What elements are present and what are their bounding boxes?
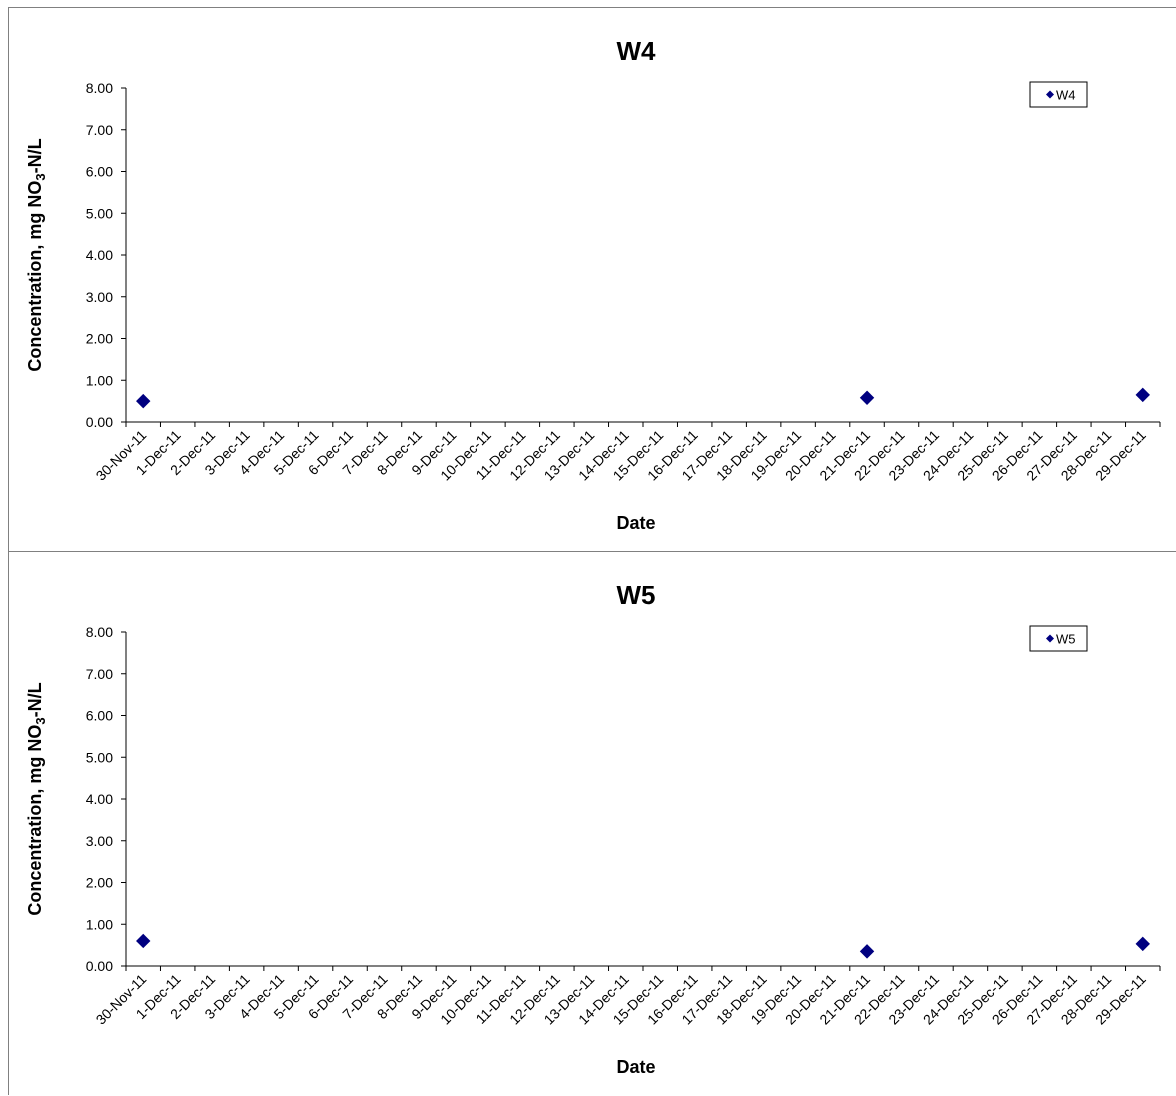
- legend-marker-diamond-icon: [1046, 634, 1054, 643]
- chart-panel-w4: W4 0.00 1.00 2.00 3.00 4.00 5.00 6.00 7.00 8.00 30…: [8, 7, 1176, 552]
- y-tick-label: 1.00: [86, 916, 113, 932]
- legend-box: [1029, 81, 1088, 108]
- y-tick-label: 4.00: [86, 247, 113, 263]
- chart-w4: W40.001.002.003.004.005.006.007.008.0030…: [25, 36, 1161, 533]
- y-axis-title-part: -N/L: [25, 682, 45, 717]
- chart-w5: W50.001.002.003.004.005.006.007.008.0030…: [25, 580, 1161, 1077]
- y-tick-label: 6.00: [86, 164, 113, 180]
- data-point: [859, 390, 875, 405]
- y-tick-label: 3.00: [86, 289, 113, 305]
- legend-box: [1029, 625, 1088, 652]
- x-axis-title: Date: [616, 513, 655, 533]
- y-tick-label: 7.00: [86, 666, 113, 682]
- chart-panel-w5: W5 0.00 1.00 2.00 3.00 4.00 5.00 6.00 7.00 8.00 30…: [8, 551, 1176, 1095]
- data-point: [136, 933, 151, 949]
- data-point: [1135, 387, 1150, 403]
- chart-title: W5: [617, 580, 656, 610]
- y-axis-title-subscript: 3: [33, 717, 48, 724]
- y-tick-label: 2.00: [86, 875, 113, 891]
- y-tick-label: 3.00: [86, 833, 113, 849]
- y-tick-label: 8.00: [86, 80, 113, 96]
- data-point: [1135, 936, 1150, 952]
- y-tick-label: 0.00: [86, 958, 113, 974]
- chart-title: W4: [617, 36, 657, 66]
- legend-label: W4: [1056, 88, 1076, 103]
- data-point: [136, 393, 151, 409]
- y-axis-title-part: Concentration, mg NO: [25, 181, 45, 372]
- y-tick-label: 6.00: [86, 708, 113, 724]
- y-tick-label: 5.00: [86, 749, 113, 765]
- y-axis-title: Concentration, mg NO3-N/L: [25, 138, 48, 371]
- y-tick-label: 7.00: [86, 122, 113, 138]
- legend-marker-diamond-icon: [1046, 90, 1054, 99]
- y-axis-title: Concentration, mg NO3-N/L: [25, 682, 48, 915]
- legend-label: W5: [1056, 632, 1076, 647]
- y-tick-label: 2.00: [86, 331, 113, 347]
- y-tick-label: 4.00: [86, 791, 113, 807]
- y-axis-title-part: -N/L: [25, 138, 45, 173]
- y-tick-label: 1.00: [86, 372, 113, 388]
- y-tick-label: 8.00: [86, 624, 113, 640]
- y-axis-title-subscript: 3: [33, 173, 48, 180]
- y-axis-title-part: Concentration, mg NO: [25, 725, 45, 916]
- data-point: [859, 944, 875, 959]
- x-axis-title: Date: [616, 1057, 655, 1077]
- y-tick-label: 0.00: [86, 414, 113, 430]
- y-tick-label: 5.00: [86, 205, 113, 221]
